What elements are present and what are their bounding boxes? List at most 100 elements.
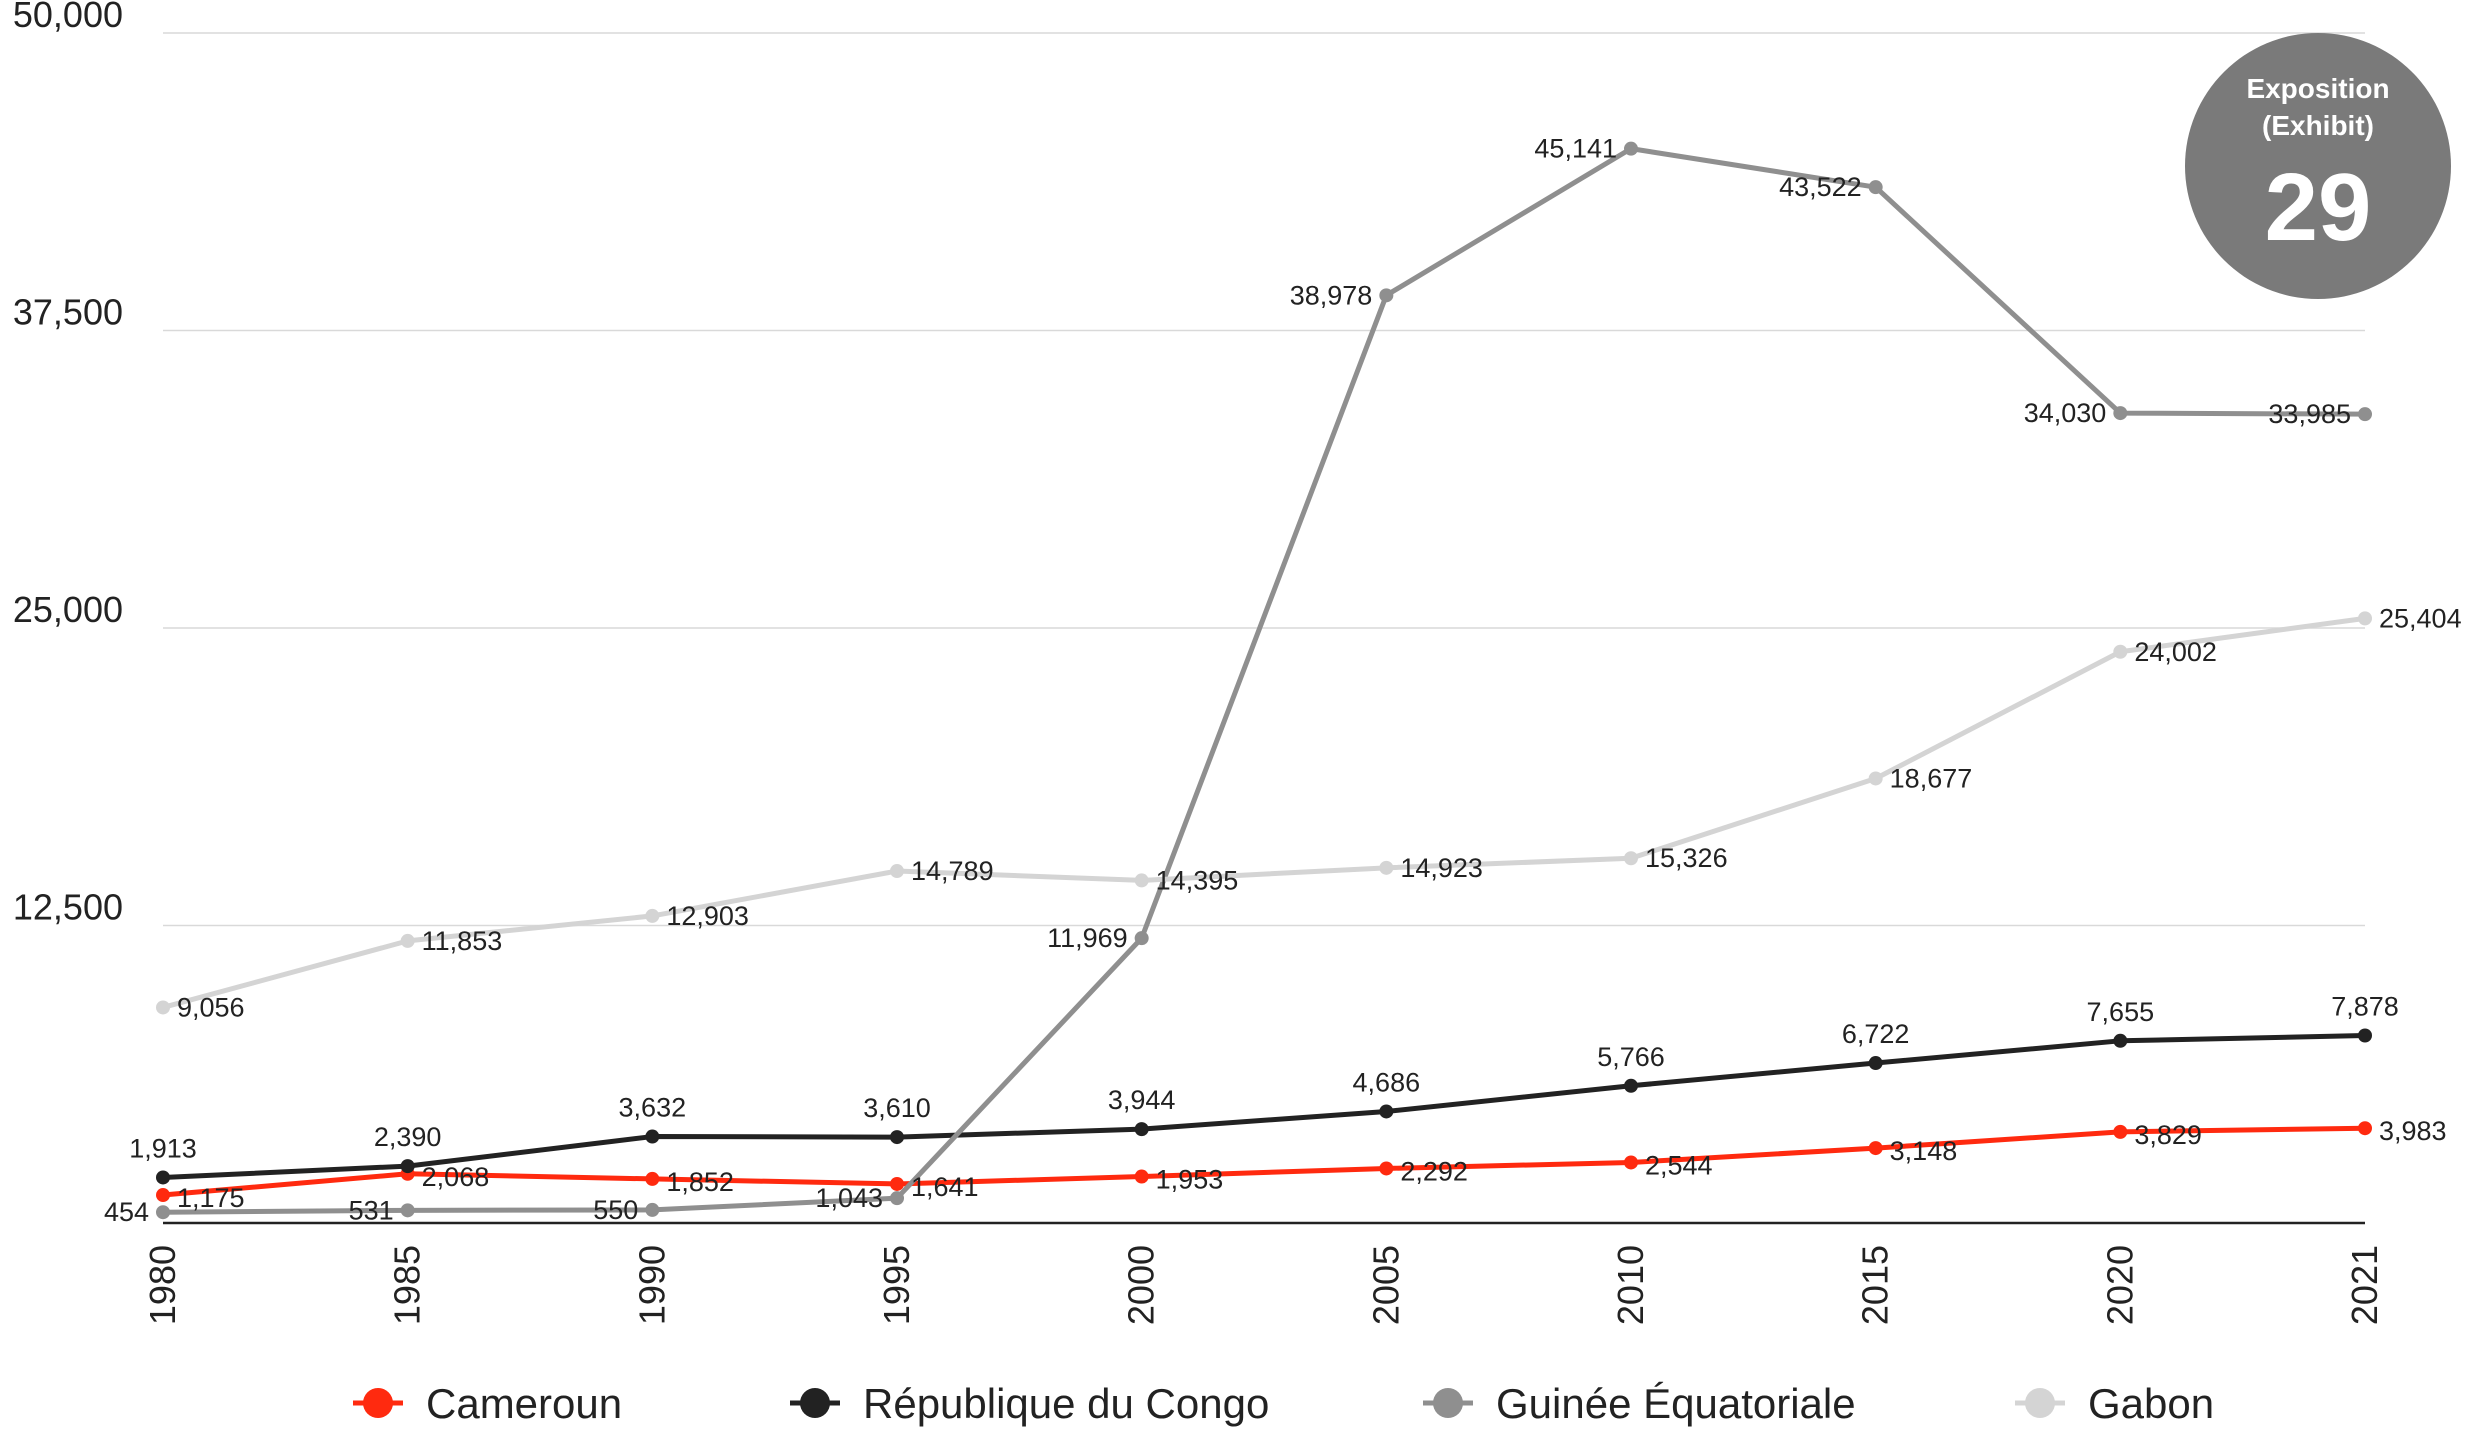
legend-marker [363,1388,393,1418]
data-label: 43,522 [1779,172,1862,202]
data-point [1134,931,1149,946]
data-point [1134,1169,1149,1184]
data-label: 1,175 [177,1183,245,1213]
data-label: 1,953 [1156,1165,1224,1195]
data-point [2113,1124,2128,1139]
data-point [2358,1028,2372,1043]
data-label: 3,944 [1108,1085,1176,1115]
x-tick-label: 1990 [631,1245,672,1325]
data-point [156,1000,170,1015]
y-tick-label: 25,000 [13,589,123,630]
data-point [890,1191,904,1206]
data-label: 1,043 [815,1183,883,1213]
data-point [645,1129,660,1144]
data-point [1134,873,1149,888]
data-point [1624,1155,1638,1170]
y-tick-label: 12,500 [13,887,123,928]
data-point [1868,180,1883,195]
data-point [156,1188,170,1203]
data-label: 14,789 [911,856,994,886]
data-label: 18,677 [1890,763,1973,793]
data-point [1868,1056,1883,1071]
data-label: 9,056 [177,992,245,1022]
data-point [1868,771,1883,786]
data-point [1379,288,1394,303]
data-label: 531 [349,1195,394,1225]
data-point [1379,860,1394,875]
x-tick-label: 2015 [1855,1245,1896,1325]
series-line [162,1125,2366,1198]
data-point [1379,1161,1394,1176]
data-label: 3,632 [619,1093,687,1123]
data-point [1868,1141,1883,1156]
data-point [2358,611,2372,626]
data-point [1624,1078,1638,1093]
exhibit-badge: Exposition (Exhibit) 29 [2185,33,2451,299]
badge-number: 29 [2265,154,2372,261]
data-label: 12,903 [666,901,749,931]
data-point [1624,851,1638,866]
x-tick-label: 1980 [142,1245,183,1325]
data-label: 33,985 [2268,399,2351,429]
data-point [1379,1104,1394,1119]
x-tick-label: 2005 [1365,1245,1406,1325]
data-point [2358,407,2372,422]
data-point [1134,1122,1149,1137]
data-label: 3,983 [2379,1116,2447,1146]
data-label: 1,913 [129,1133,197,1163]
data-point [2113,644,2128,659]
data-point [890,1176,904,1191]
data-label: 2,390 [374,1122,442,1152]
data-labels: 1,175 2,068 1,852 1,641 1,953 2,292 2,544 3,148… [104,134,2462,1228]
data-label: 5,766 [1597,1042,1665,1072]
gridlines [163,32,2365,927]
data-label: 14,923 [1400,853,1483,883]
data-label: 2,292 [1400,1156,1468,1186]
data-point [645,908,660,923]
badge-circle [2185,33,2451,299]
x-tick-label: 1985 [387,1245,428,1325]
data-label: 3,610 [863,1093,931,1123]
x-tick-label: 2020 [2099,1245,2140,1325]
y-tick-label: 50,000 [13,0,123,35]
data-label: 34,030 [2024,398,2107,428]
data-point [400,1203,415,1218]
x-tick-label: 1995 [876,1245,917,1325]
data-label: 14,395 [1156,865,1239,895]
legend-marker [1433,1388,1463,1418]
x-tick-label: 2021 [2344,1245,2385,1325]
legend-marker [2025,1388,2055,1418]
data-label: 550 [593,1195,638,1225]
data-label: 7,655 [2087,997,2155,1027]
series-line [162,1033,2366,1180]
data-label: 3,829 [2134,1120,2202,1150]
data-label: 38,978 [1290,280,1373,310]
data-label: 6,722 [1842,1019,1910,1049]
data-label: 1,852 [666,1167,734,1197]
data-point [645,1202,660,1217]
x-tick-label: 2000 [1121,1245,1162,1325]
data-point [2358,1121,2372,1136]
data-label: 4,686 [1353,1067,1421,1097]
series-line [162,146,2366,1215]
x-axis: 1980 1985 1990 1995 2000 2005 2010 2015 2020 2021 [142,1221,2385,1325]
data-label: 24,002 [2134,637,2217,667]
legend-label: Gabon [2088,1380,2214,1427]
legend-label: Guinée Équatoriale [1496,1380,1856,1427]
data-point [400,933,415,948]
data-point [890,864,904,879]
data-label: 2,544 [1645,1150,1713,1180]
legend-label: République du Congo [863,1380,1269,1427]
data-label: 15,326 [1645,843,1728,873]
y-axis: 12,500 25,000 37,500 50,000 [13,0,123,928]
data-point [890,1130,904,1145]
data-point [2113,1033,2128,1048]
series-line [162,615,2366,1010]
y-tick-label: 37,500 [13,292,123,333]
data-label: 45,141 [1534,134,1617,164]
data-label: 11,969 [1047,923,1128,953]
data-label: 454 [104,1197,149,1227]
data-label: 2,068 [422,1162,490,1192]
badge-line2: (Exhibit) [2262,110,2374,141]
